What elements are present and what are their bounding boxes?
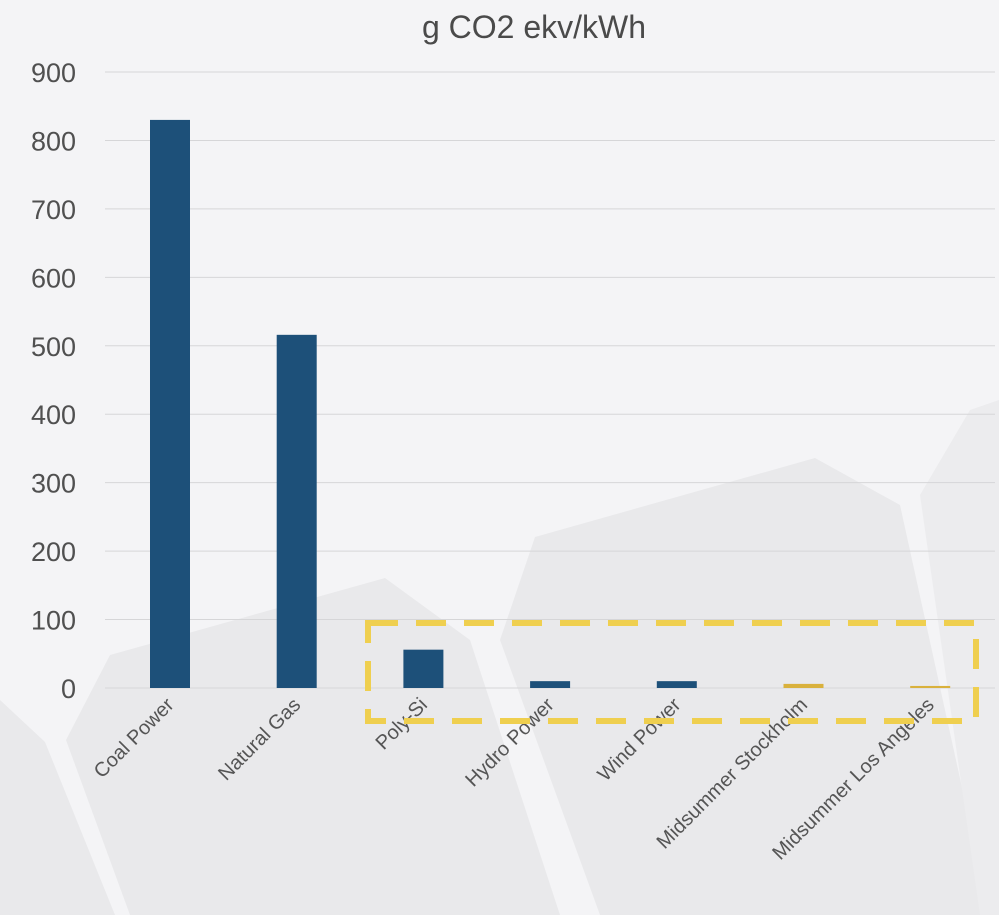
y-tick-label: 400 <box>31 400 76 430</box>
bar-natural-gas <box>276 334 317 688</box>
y-tick-label: 800 <box>31 126 76 156</box>
y-axis-ticks: 0 100 200 300 400 500 600 700 800 900 <box>31 58 76 704</box>
y-tick-label: 300 <box>31 469 76 499</box>
bars <box>150 119 951 688</box>
y-tick-label: 700 <box>31 195 76 225</box>
chart-title: g CO2 ekv/kWh <box>422 9 646 45</box>
y-tick-label: 0 <box>61 674 76 704</box>
background-decoration <box>0 400 999 915</box>
bar-midsummer-stockholm <box>783 683 824 688</box>
gridlines <box>105 71 995 689</box>
y-tick-label: 100 <box>31 606 76 636</box>
y-tick-label: 600 <box>31 263 76 293</box>
bar-wind-power <box>656 681 697 688</box>
bar-coal-power <box>150 119 190 688</box>
y-tick-label: 900 <box>31 58 76 88</box>
highlight-box <box>365 620 979 724</box>
y-tick-label: 500 <box>31 332 76 362</box>
bar-midsummer-los-angeles <box>910 685 951 688</box>
y-tick-label: 200 <box>31 537 76 567</box>
bar-poly-si <box>403 649 444 688</box>
bar-hydro-power <box>530 681 571 688</box>
